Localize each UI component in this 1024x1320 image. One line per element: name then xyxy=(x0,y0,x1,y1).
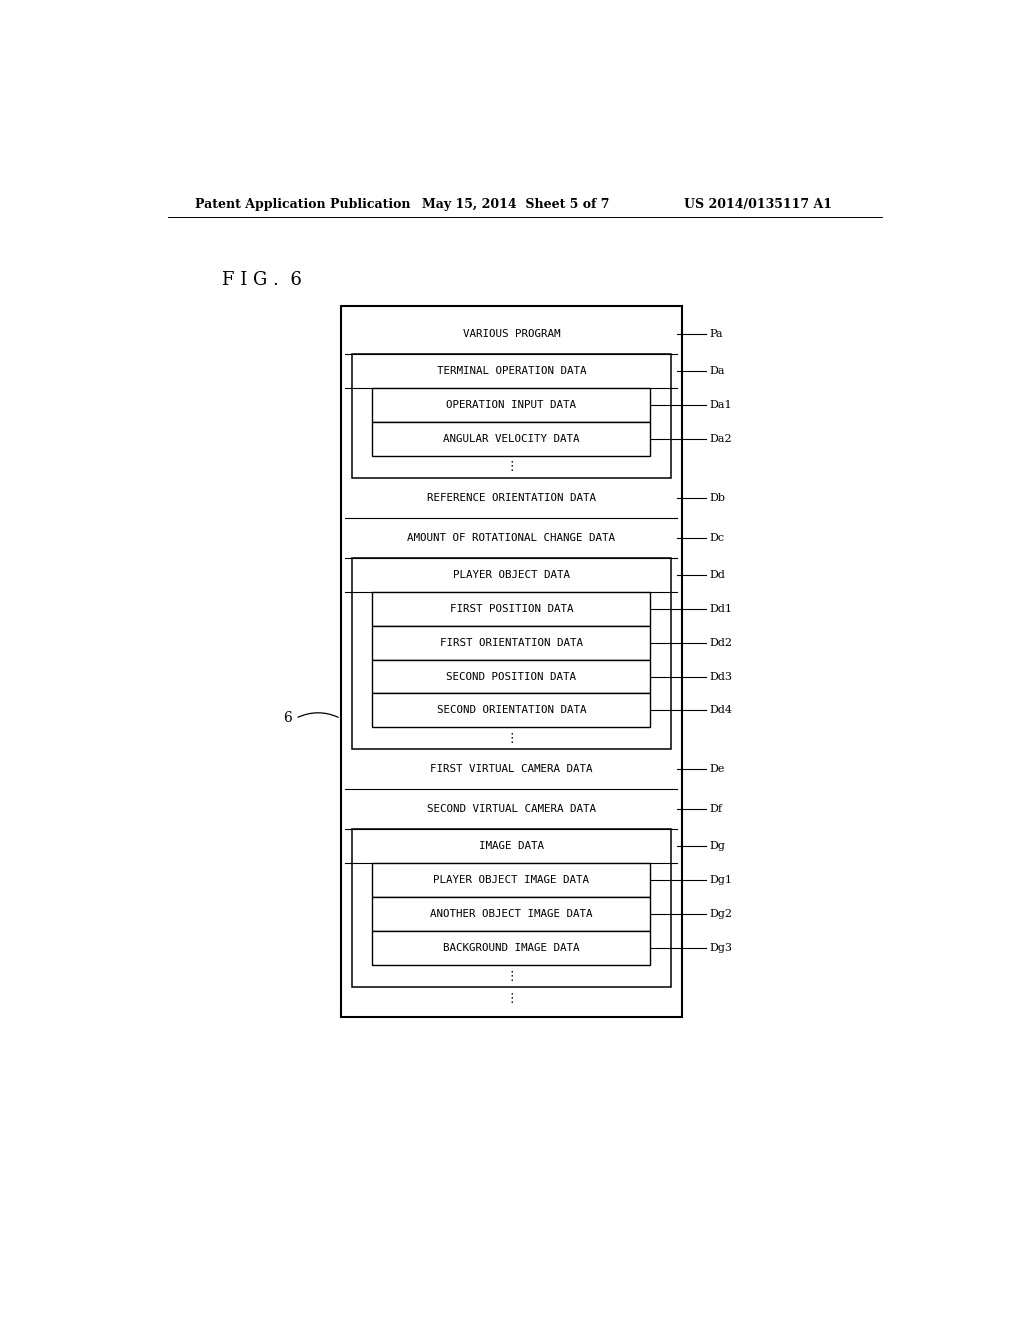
Bar xyxy=(352,354,671,478)
Bar xyxy=(341,306,682,1018)
Text: ⋮: ⋮ xyxy=(505,991,517,1005)
Text: Dg2: Dg2 xyxy=(709,909,732,919)
Text: US 2014/0135117 A1: US 2014/0135117 A1 xyxy=(684,198,831,211)
Bar xyxy=(373,626,650,660)
Text: PLAYER OBJECT DATA: PLAYER OBJECT DATA xyxy=(453,570,569,579)
Text: ⋮: ⋮ xyxy=(505,970,517,982)
Text: Dg3: Dg3 xyxy=(709,944,732,953)
Text: De: De xyxy=(709,764,724,775)
Text: OPERATION INPUT DATA: OPERATION INPUT DATA xyxy=(446,400,577,409)
Text: VARIOUS PROGRAM: VARIOUS PROGRAM xyxy=(463,329,560,339)
Text: BACKGROUND IMAGE DATA: BACKGROUND IMAGE DATA xyxy=(443,944,580,953)
Text: ⋮: ⋮ xyxy=(505,461,517,474)
Text: Da1: Da1 xyxy=(709,400,731,409)
Text: Dd: Dd xyxy=(709,570,725,579)
Text: TERMINAL OPERATION DATA: TERMINAL OPERATION DATA xyxy=(436,366,586,376)
Bar xyxy=(373,388,650,422)
Text: 6: 6 xyxy=(283,711,292,726)
Text: Dd2: Dd2 xyxy=(709,638,732,648)
Bar xyxy=(373,693,650,727)
Text: IMAGE DATA: IMAGE DATA xyxy=(479,841,544,851)
Text: Da2: Da2 xyxy=(709,434,731,444)
Text: May 15, 2014  Sheet 5 of 7: May 15, 2014 Sheet 5 of 7 xyxy=(422,198,609,211)
Text: SECOND ORIENTATION DATA: SECOND ORIENTATION DATA xyxy=(436,705,586,715)
Text: Dd3: Dd3 xyxy=(709,672,732,681)
Bar xyxy=(352,829,671,987)
Text: Dc: Dc xyxy=(709,533,724,543)
Text: REFERENCE ORIENTATION DATA: REFERENCE ORIENTATION DATA xyxy=(427,492,596,503)
Text: Dg: Dg xyxy=(709,841,725,851)
Text: SECOND POSITION DATA: SECOND POSITION DATA xyxy=(446,672,577,681)
Text: AMOUNT OF ROTATIONAL CHANGE DATA: AMOUNT OF ROTATIONAL CHANGE DATA xyxy=(408,533,615,543)
Text: ANOTHER OBJECT IMAGE DATA: ANOTHER OBJECT IMAGE DATA xyxy=(430,909,593,919)
Bar xyxy=(373,422,650,455)
Text: Dd1: Dd1 xyxy=(709,603,732,614)
Text: FIRST VIRTUAL CAMERA DATA: FIRST VIRTUAL CAMERA DATA xyxy=(430,764,593,775)
Bar xyxy=(352,557,671,750)
Text: ⋮: ⋮ xyxy=(505,731,517,744)
Text: FIRST ORIENTATION DATA: FIRST ORIENTATION DATA xyxy=(440,638,583,648)
Text: Db: Db xyxy=(709,492,725,503)
Text: SECOND VIRTUAL CAMERA DATA: SECOND VIRTUAL CAMERA DATA xyxy=(427,804,596,814)
Text: Patent Application Publication: Patent Application Publication xyxy=(196,198,411,211)
Text: Dd4: Dd4 xyxy=(709,705,732,715)
Bar xyxy=(373,660,650,693)
Bar xyxy=(373,591,650,626)
Text: FIRST POSITION DATA: FIRST POSITION DATA xyxy=(450,603,573,614)
Bar xyxy=(373,863,650,898)
Bar xyxy=(373,898,650,931)
Text: Df: Df xyxy=(709,804,722,814)
Text: Da: Da xyxy=(709,366,724,376)
Bar xyxy=(373,931,650,965)
Text: PLAYER OBJECT IMAGE DATA: PLAYER OBJECT IMAGE DATA xyxy=(433,875,589,886)
Text: ANGULAR VELOCITY DATA: ANGULAR VELOCITY DATA xyxy=(443,434,580,444)
Text: Pa: Pa xyxy=(709,329,723,339)
Text: F I G .  6: F I G . 6 xyxy=(221,272,301,289)
Text: Dg1: Dg1 xyxy=(709,875,732,886)
